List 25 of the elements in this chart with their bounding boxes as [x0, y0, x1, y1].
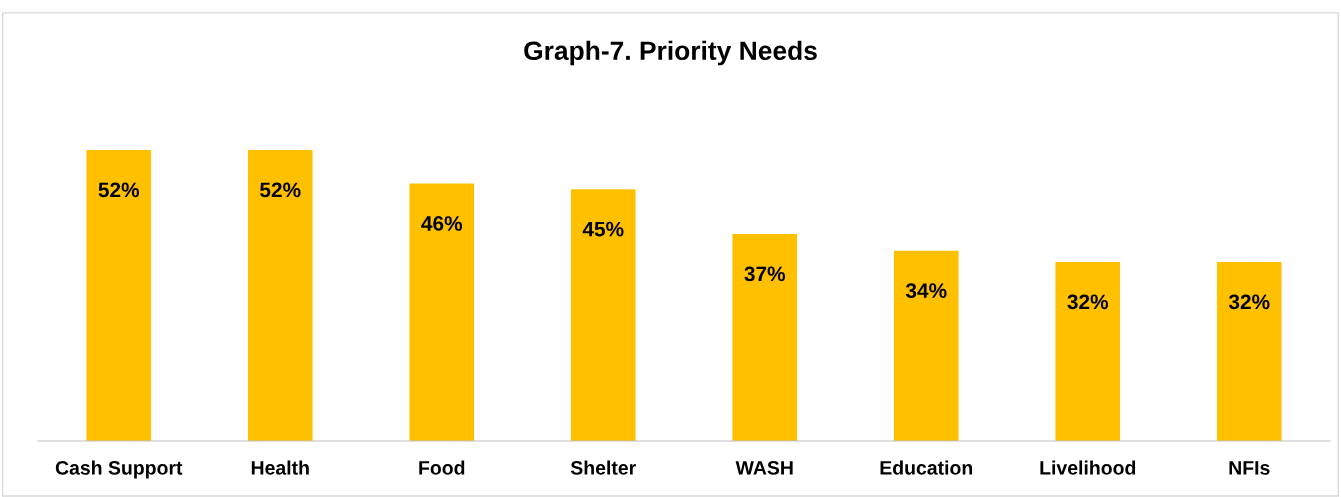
data-label: 45% [582, 221, 624, 237]
chart-title: Graph-7. Priority Needs [524, 40, 817, 66]
bar [1216, 261, 1282, 441]
data-label: 37% [744, 266, 786, 282]
x-tick-label: Health [251, 460, 309, 475]
x-tick-label: Shelter [570, 460, 636, 475]
x-tick-label: Food [419, 460, 465, 475]
data-label: 46% [421, 216, 463, 231]
x-tick-label: WASH [735, 460, 793, 475]
data-label: 34% [905, 283, 947, 299]
bar [247, 150, 313, 441]
bar [409, 183, 475, 441]
bar [86, 150, 152, 441]
bar [893, 250, 959, 441]
x-tick-label: NFIs [1229, 461, 1270, 475]
bar [732, 233, 798, 441]
bar [1055, 261, 1121, 441]
data-label: 32% [1067, 294, 1109, 310]
bar [570, 189, 636, 441]
x-tick-label: Livelihood [1040, 460, 1136, 475]
x-tick-label: Education [880, 460, 973, 475]
x-tick-label: Cash Support [55, 460, 183, 479]
data-label: 52% [98, 182, 140, 198]
data-label: 52% [260, 182, 301, 198]
data-label: 32% [1228, 294, 1270, 310]
